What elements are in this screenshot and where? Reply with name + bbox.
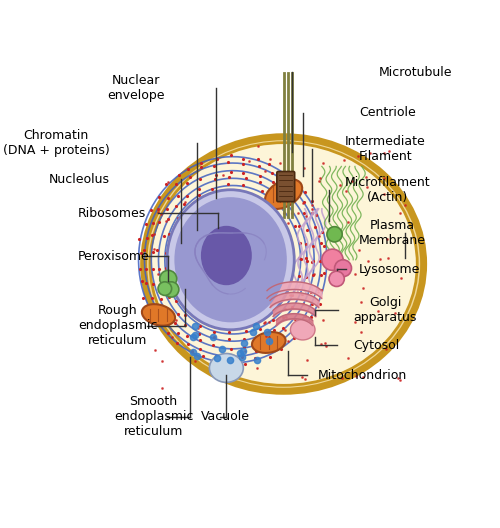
Ellipse shape: [252, 332, 286, 353]
Circle shape: [160, 270, 176, 287]
Text: Chromatin
(DNA + proteins): Chromatin (DNA + proteins): [3, 129, 110, 157]
Text: Vacuole: Vacuole: [201, 410, 250, 423]
Text: Ribosomes: Ribosomes: [78, 206, 146, 220]
Ellipse shape: [150, 143, 417, 385]
Ellipse shape: [174, 197, 287, 322]
Ellipse shape: [201, 226, 252, 285]
Ellipse shape: [144, 137, 424, 391]
Circle shape: [322, 249, 343, 270]
Text: Nucleolus: Nucleolus: [48, 173, 110, 186]
FancyBboxPatch shape: [277, 172, 294, 202]
Ellipse shape: [290, 319, 315, 340]
Ellipse shape: [142, 304, 175, 326]
Text: Plasma
Membrane: Plasma Membrane: [359, 220, 426, 248]
Text: Golgi
apparatus: Golgi apparatus: [354, 296, 417, 324]
Ellipse shape: [265, 179, 302, 209]
Circle shape: [334, 260, 351, 277]
Text: Microfilament
(Actin): Microfilament (Actin): [345, 176, 431, 204]
Text: Lysosome: Lysosome: [359, 262, 420, 276]
Circle shape: [164, 282, 179, 297]
Text: Nuclear
envelope: Nuclear envelope: [108, 74, 165, 102]
Text: Smooth
endoplasmic
reticulum: Smooth endoplasmic reticulum: [114, 395, 194, 438]
Text: Cytosol: Cytosol: [354, 339, 400, 352]
Circle shape: [158, 282, 172, 295]
Ellipse shape: [210, 354, 244, 382]
Text: Centriole: Centriole: [359, 106, 416, 119]
Text: Microtubule: Microtubule: [379, 66, 452, 79]
Ellipse shape: [167, 190, 294, 330]
Text: Rough
endoplasmic
reticulum: Rough endoplasmic reticulum: [78, 304, 158, 347]
Circle shape: [329, 271, 344, 287]
Circle shape: [327, 227, 342, 242]
Text: Intermediate
Filament: Intermediate Filament: [345, 135, 426, 163]
Text: Peroxisome: Peroxisome: [78, 250, 150, 263]
Text: Mitochondrion: Mitochondrion: [318, 369, 407, 382]
